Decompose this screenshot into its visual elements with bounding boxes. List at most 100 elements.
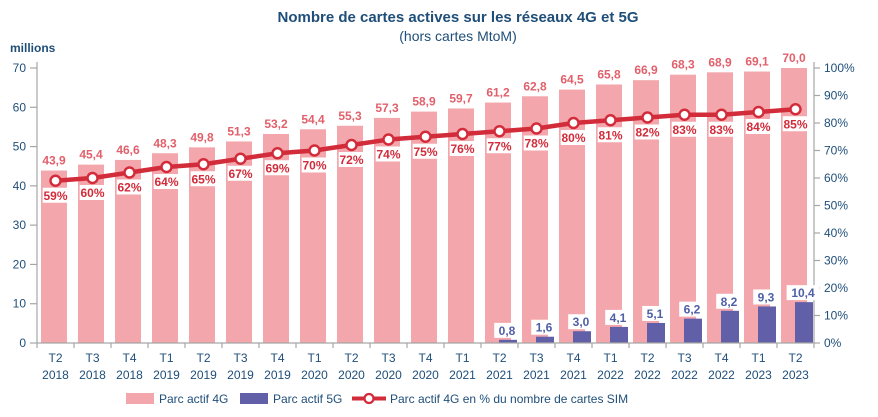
- x-axis-year-label: 2020: [375, 368, 402, 382]
- bar-4g-label: 68,9: [708, 55, 732, 69]
- pct-label-bg: [708, 121, 735, 137]
- x-axis-quarter-label: T4: [714, 351, 728, 365]
- line-marker: [271, 147, 284, 160]
- right-axis-tick-label: 20%: [824, 281, 848, 295]
- bar-4g-label: 64,5: [560, 73, 584, 87]
- x-axis-year-label: 2018: [116, 368, 143, 382]
- pct-label: 84%: [746, 120, 770, 134]
- x-axis-quarter-label: T2: [196, 351, 210, 365]
- left-axis-tick-label: 70: [13, 61, 27, 75]
- x-axis-year-label: 2023: [745, 368, 772, 382]
- pct-label: 75%: [413, 145, 437, 159]
- line-marker: [345, 138, 358, 152]
- bar-5g: [573, 331, 591, 343]
- left-axis-tick-label: 20: [13, 257, 27, 271]
- bar-5g-label: 1,6: [536, 321, 553, 335]
- pct-label: 76%: [450, 142, 474, 156]
- bar-4g-label: 65,8: [597, 68, 621, 82]
- line-marker: [419, 130, 432, 143]
- bar-4g-label: 46,6: [116, 143, 140, 157]
- x-axis-year-label: 2022: [708, 368, 735, 382]
- pct-label-bg: [264, 160, 291, 176]
- x-axis-quarter-label: T2: [492, 351, 506, 365]
- x-axis-quarter-label: T4: [270, 351, 284, 365]
- legend-swatch-5g: [240, 393, 268, 404]
- line-marker: [678, 108, 691, 121]
- left-axis-tick-label: 40: [13, 179, 27, 193]
- bar-4g-label: 61,2: [486, 86, 510, 100]
- x-axis-quarter-label: T3: [677, 351, 691, 365]
- pct-label-bg: [153, 174, 180, 189]
- pct-label: 80%: [561, 131, 585, 145]
- bar-4g-label: 54,4: [301, 112, 325, 126]
- left-axis-tick-label: 60: [13, 100, 27, 114]
- right-axis-tick-label: 90%: [824, 89, 848, 103]
- bar-5g: [795, 302, 813, 343]
- pct-label: 83%: [672, 123, 696, 137]
- x-axis-quarter-label: T2: [788, 351, 802, 365]
- pct-label-bg: [190, 171, 217, 187]
- pct-label-bg: [116, 179, 143, 195]
- right-axis-tick-label: 40%: [824, 226, 848, 240]
- right-axis-tick-label: 30%: [824, 254, 848, 268]
- x-axis-quarter-label: T3: [233, 351, 247, 365]
- bar-5g-label: 3,0: [573, 315, 590, 329]
- x-axis-year-label: 2021: [523, 368, 550, 382]
- x-axis-quarter-label: T2: [344, 351, 358, 365]
- bar-5g-label: 0,8: [499, 324, 516, 338]
- right-axis-tick-label: 10%: [824, 309, 848, 323]
- left-axis-tick-label: 0: [19, 336, 26, 350]
- x-axis-year-label: 2019: [153, 368, 180, 382]
- bar-5g-label-bg: [605, 309, 631, 325]
- legend-label-5g: Parc actif 5G: [273, 392, 342, 406]
- bar-5g-label: 10,4: [791, 286, 815, 300]
- chart-title: Nombre de cartes actives sur les réseaux…: [277, 9, 638, 26]
- x-axis-year-label: 2019: [190, 368, 217, 382]
- left-axis-tick-label: 30: [13, 218, 27, 232]
- pct-label: 83%: [709, 123, 733, 137]
- pct-label: 65%: [191, 172, 215, 186]
- bar-4g-label: 70,0: [782, 51, 806, 65]
- bar-5g-label-bg: [679, 301, 705, 317]
- x-axis-quarter-label: T2: [640, 351, 654, 365]
- x-axis-quarter-label: T3: [381, 351, 395, 365]
- pct-label-bg: [449, 141, 476, 156]
- pct-label: 82%: [635, 126, 659, 140]
- line-marker: [752, 105, 765, 119]
- pct-label: 77%: [487, 139, 511, 153]
- bar-4g-label: 53,2: [264, 117, 288, 131]
- x-axis-year-label: 2020: [301, 368, 328, 382]
- chart-subtitle: (hors cartes MtoM): [399, 28, 516, 44]
- x-axis-year-label: 2019: [264, 368, 291, 382]
- x-axis-year-label: 2023: [782, 368, 809, 382]
- bar-5g-label-bg: [786, 285, 820, 301]
- bar-4g-label: 69,1: [745, 55, 769, 69]
- x-axis-quarter-label: T1: [603, 351, 617, 365]
- right-axis-tick-label: 60%: [824, 171, 848, 185]
- bar-4g-label: 62,8: [523, 79, 547, 93]
- bar-4g-label: 57,3: [375, 101, 399, 115]
- bar-4g-label: 59,7: [449, 91, 473, 105]
- pct-label: 85%: [783, 117, 807, 131]
- legend-label-4g: Parc actif 4G: [159, 392, 228, 406]
- pct-label-bg: [745, 119, 772, 134]
- bar-5g-label-bg: [568, 314, 594, 330]
- pct-label: 60%: [80, 186, 104, 200]
- bar-4g-label: 48,3: [153, 136, 177, 150]
- bar-5g-label: 4,1: [610, 311, 627, 325]
- right-axis-tick-label: 100%: [824, 61, 855, 75]
- pct-label-bg: [375, 146, 402, 162]
- x-axis-quarter-label: T3: [85, 351, 99, 365]
- line-marker: [234, 152, 247, 165]
- bar-5g: [721, 310, 739, 343]
- x-axis-year-label: 2019: [227, 368, 254, 382]
- bar-5g: [758, 306, 776, 343]
- right-axis-tick-label: 50%: [824, 199, 848, 213]
- legend-label-4g-pct: Parc actif 4G en % du nombre de cartes S…: [390, 392, 628, 406]
- x-axis-quarter-label: T1: [751, 351, 765, 365]
- pct-label: 74%: [376, 148, 400, 162]
- x-axis-year-label: 2018: [79, 368, 106, 382]
- bar-4g-label: 66,9: [634, 63, 658, 77]
